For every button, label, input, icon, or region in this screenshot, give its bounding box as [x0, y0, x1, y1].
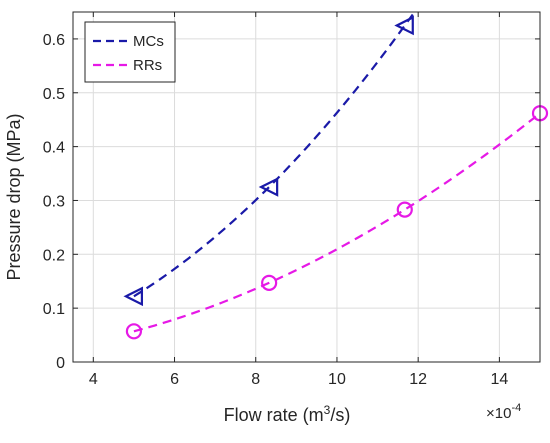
axes: 4 6 8 10 12 14 0 0.1 0.2 0.3 0.4 0.5 0.6	[43, 12, 540, 388]
y-tick-label: 0	[56, 355, 65, 372]
y-axis-label: Pressure drop (MPa)	[4, 113, 24, 280]
series-line	[133, 112, 540, 333]
x-tick-label: 6	[170, 371, 179, 388]
x-tick-label: 10	[328, 371, 346, 388]
series-line	[133, 12, 416, 298]
data-point	[123, 286, 144, 307]
data-point	[261, 274, 278, 291]
y-tick-label: 0.4	[43, 140, 65, 157]
plot-frame	[72, 11, 541, 363]
data-point	[125, 323, 143, 340]
legend: MCs RRs	[84, 21, 176, 83]
legend-label: MCs	[133, 33, 164, 50]
data-point	[396, 201, 413, 218]
x-axis-multiplier: ×10-4	[486, 402, 521, 422]
y-tick-label: 0.5	[43, 86, 65, 103]
data-point	[394, 15, 414, 36]
series-rrs	[133, 112, 540, 333]
legend-label: RRs	[133, 57, 162, 74]
y-tick-label: 0.6	[43, 32, 65, 49]
x-tick-label: 8	[251, 371, 260, 388]
x-tick-label: 4	[89, 371, 98, 388]
x-axis-label: Flow rate (m3/s)	[224, 403, 351, 425]
data-point	[258, 177, 279, 197]
y-tick-label: 0.1	[43, 301, 65, 318]
x-tick-label: 14	[490, 371, 508, 388]
series-mcs	[133, 12, 416, 298]
x-tick-label: 12	[409, 371, 427, 388]
legend-box	[84, 21, 176, 83]
y-tick-label: 0.3	[43, 193, 65, 210]
y-tick-label: 0.2	[43, 247, 65, 264]
